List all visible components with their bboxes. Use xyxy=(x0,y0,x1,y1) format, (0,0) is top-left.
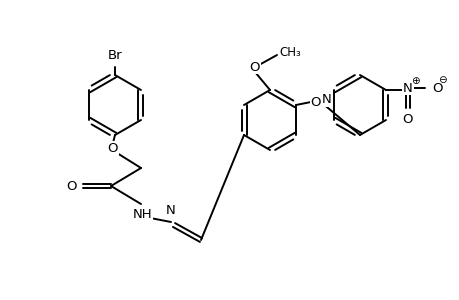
Text: O: O xyxy=(107,142,118,154)
Text: O: O xyxy=(402,112,412,125)
Text: N: N xyxy=(402,82,412,94)
Text: O: O xyxy=(67,179,77,193)
Text: O: O xyxy=(310,95,320,109)
Text: ⊖: ⊖ xyxy=(437,75,445,85)
Text: Br: Br xyxy=(107,49,122,62)
Text: CH₃: CH₃ xyxy=(279,46,300,59)
Text: ⊕: ⊕ xyxy=(410,76,419,86)
Text: O: O xyxy=(249,61,260,74)
Text: N: N xyxy=(320,93,330,106)
Text: NH: NH xyxy=(133,208,152,220)
Text: N: N xyxy=(166,204,175,217)
Text: O: O xyxy=(431,82,442,94)
